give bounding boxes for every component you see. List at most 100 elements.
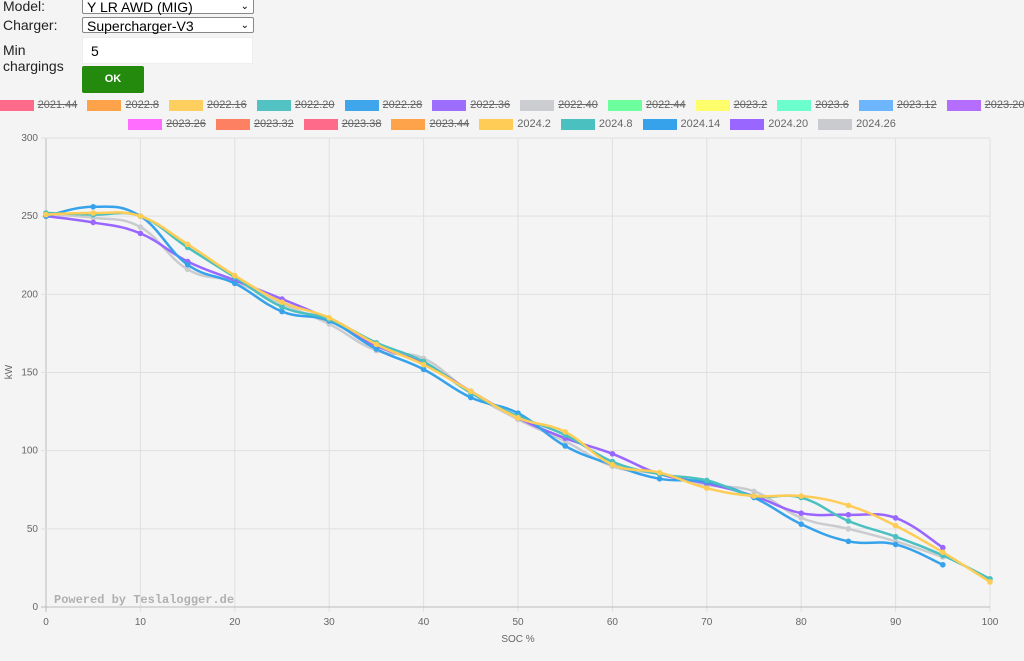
data-point[interactable] [940,561,946,568]
data-point[interactable] [279,299,285,305]
legend-item[interactable]: 2023.20 [946,99,1024,111]
data-point[interactable] [184,261,191,268]
charger-label: Charger: [3,17,58,33]
data-point[interactable] [515,415,521,421]
legend-item[interactable]: 2022.16 [169,99,247,111]
legend-item[interactable]: 2022.36 [432,99,510,111]
data-point[interactable] [656,469,663,476]
data-point[interactable] [562,429,568,435]
legend-swatch [303,118,338,130]
data-point[interactable] [232,280,238,287]
data-point[interactable] [609,461,616,468]
x-tick-label: 100 [982,617,999,628]
legend-item[interactable]: 2023.26 [128,118,206,130]
legend-label: 2024.14 [680,118,721,130]
data-point[interactable] [279,304,285,310]
data-point[interactable] [43,211,49,218]
legend-label: 2023.2 [733,99,768,111]
legend-item[interactable]: 2021.44 [0,99,77,111]
legend-swatch [560,118,595,130]
model-select[interactable]: Y LR AWD (MIG) ⌄ [82,0,254,15]
data-point[interactable] [373,341,380,348]
data-point[interactable] [468,388,474,395]
data-point[interactable] [137,230,144,237]
data-point[interactable] [940,544,946,551]
data-point[interactable] [798,510,804,516]
legend-item[interactable]: 2022.44 [607,99,686,111]
data-point[interactable] [751,493,757,499]
x-tick-label: 10 [135,617,147,628]
data-point[interactable] [90,210,96,216]
data-point[interactable] [232,272,238,279]
x-tick-label: 0 [43,617,49,628]
y-tick-label: 50 [27,524,39,535]
legend-item[interactable]: 2022.28 [344,99,422,111]
data-point[interactable] [845,526,852,532]
data-point[interactable] [798,521,804,527]
data-point[interactable] [704,485,710,491]
data-point[interactable] [940,549,946,556]
legend-item[interactable]: 2023.2 [695,99,768,111]
legend-item[interactable]: 2023.32 [215,118,294,130]
data-point[interactable] [137,213,144,219]
data-point[interactable] [656,476,663,482]
charger-select[interactable]: Supercharger-V3 ⌄ [82,17,254,34]
x-axis-label: SOC % [501,634,534,645]
data-point[interactable] [562,443,568,449]
data-point[interactable] [373,346,380,352]
data-point[interactable] [90,203,96,210]
data-point[interactable] [137,224,144,230]
data-point[interactable] [751,488,757,495]
data-point[interactable] [892,533,899,540]
legend-item[interactable]: 2022.40 [520,99,598,111]
legend-swatch [391,118,426,130]
legend-item[interactable]: 2024.14 [642,118,721,130]
x-tick-label: 60 [607,617,619,628]
chevron-down-icon: ⌄ [240,20,249,31]
legend-item[interactable]: 2022.8 [87,99,159,111]
series-line [45,213,944,559]
data-point[interactable] [184,241,191,248]
data-point[interactable] [892,515,899,521]
data-point[interactable] [845,502,852,509]
data-point[interactable] [420,366,427,373]
legend-label: 2022.20 [294,99,335,111]
data-point[interactable] [609,450,616,457]
x-tick-label: 90 [890,617,902,628]
legend-swatch [256,99,291,111]
legend-item[interactable]: 2023.44 [391,118,469,130]
legend-swatch [777,99,812,111]
legend-label: 2024.26 [856,118,896,130]
legend-row: 2021.44 2022.8 2022.16 2022.20 2022.28 2022.3… [0,99,1024,111]
legend-label: 2022.44 [645,99,686,111]
data-point[interactable] [184,266,191,273]
data-point[interactable] [845,538,852,545]
data-point[interactable] [798,493,804,499]
data-point[interactable] [987,579,993,585]
legend-item[interactable]: 2024.8 [560,118,633,130]
data-point[interactable] [798,515,804,521]
model-value: Y LR AWD (MIG) [87,0,193,15]
legend-swatch [344,99,379,111]
legend-label: 2022.40 [558,99,598,111]
data-point[interactable] [845,511,852,518]
data-point[interactable] [845,518,852,524]
legend-item[interactable]: 2024.26 [818,118,896,130]
legend-item[interactable]: 2023.38 [303,118,381,130]
data-point[interactable] [468,394,474,401]
legend-item[interactable]: 2022.20 [256,99,335,111]
min-chargings-input[interactable]: 5 [82,37,253,64]
data-point[interactable] [892,522,899,529]
legend-item[interactable]: 2024.20 [730,118,808,130]
data-point[interactable] [892,541,899,548]
data-point[interactable] [90,219,96,226]
data-point[interactable] [279,308,285,315]
data-point[interactable] [326,314,333,321]
legend-item[interactable]: 2023.6 [777,99,849,111]
legend-item[interactable]: 2023.12 [858,99,937,111]
legend-item[interactable]: 2024.2 [479,118,551,130]
ok-button[interactable]: OK [82,66,144,93]
data-point[interactable] [704,477,710,484]
data-point[interactable] [420,361,427,368]
min-chargings-label: Min chargings [3,42,64,74]
